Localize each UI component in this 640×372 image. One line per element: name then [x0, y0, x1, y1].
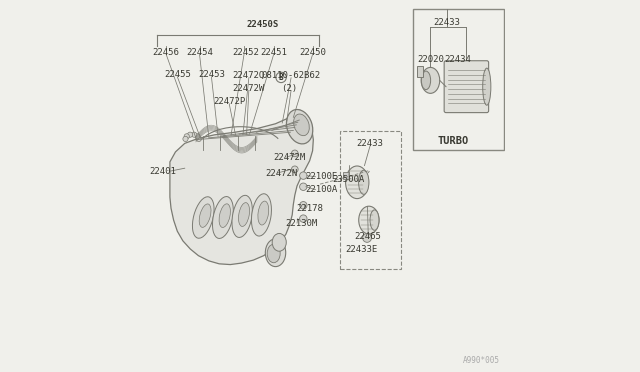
Ellipse shape — [258, 201, 269, 225]
Text: 22455: 22455 — [164, 70, 191, 79]
Ellipse shape — [294, 114, 309, 136]
Circle shape — [183, 137, 188, 141]
Ellipse shape — [193, 197, 214, 238]
Ellipse shape — [267, 244, 280, 263]
Ellipse shape — [346, 166, 369, 199]
Text: 22456: 22456 — [153, 48, 180, 57]
Text: 22130M: 22130M — [285, 219, 317, 228]
Bar — [413, 9, 504, 150]
Text: 22472N: 22472N — [265, 169, 297, 177]
Ellipse shape — [266, 239, 285, 267]
Circle shape — [300, 183, 307, 190]
Circle shape — [195, 134, 200, 139]
Ellipse shape — [239, 203, 250, 227]
Text: 22433: 22433 — [356, 139, 383, 148]
Text: 22465: 22465 — [355, 231, 381, 241]
Circle shape — [300, 172, 307, 179]
Ellipse shape — [370, 210, 379, 230]
Ellipse shape — [219, 204, 230, 228]
Text: TURBO: TURBO — [437, 136, 468, 146]
Ellipse shape — [272, 234, 286, 251]
Circle shape — [188, 132, 193, 137]
Ellipse shape — [232, 195, 252, 237]
Text: 22472P: 22472P — [213, 97, 245, 106]
Text: 22452: 22452 — [232, 48, 259, 57]
Text: 22100E: 22100E — [305, 172, 337, 181]
Ellipse shape — [483, 68, 491, 105]
Text: 22454: 22454 — [186, 48, 213, 57]
Ellipse shape — [252, 194, 271, 236]
Text: 22178: 22178 — [296, 205, 323, 214]
Text: 08110-62B62: 08110-62B62 — [262, 71, 321, 80]
Ellipse shape — [358, 170, 369, 194]
Text: 22453: 22453 — [198, 70, 225, 79]
Text: 22472Q: 22472Q — [233, 71, 265, 80]
Ellipse shape — [287, 109, 313, 144]
Circle shape — [291, 166, 298, 173]
Ellipse shape — [212, 196, 234, 238]
Text: 22472M: 22472M — [273, 153, 306, 161]
Text: B: B — [279, 73, 284, 82]
Circle shape — [363, 234, 371, 242]
Ellipse shape — [421, 71, 431, 90]
Ellipse shape — [359, 206, 379, 234]
Circle shape — [191, 132, 196, 137]
Text: 22451: 22451 — [260, 48, 287, 57]
Text: (2): (2) — [282, 84, 298, 93]
Ellipse shape — [199, 204, 211, 227]
Text: 22100A: 22100A — [305, 185, 337, 194]
Bar — [417, 66, 423, 77]
Circle shape — [184, 134, 189, 139]
Text: A990*005: A990*005 — [463, 356, 500, 365]
Text: 22450: 22450 — [299, 48, 326, 57]
Circle shape — [196, 137, 202, 141]
Circle shape — [291, 150, 298, 157]
Text: 22020: 22020 — [417, 55, 444, 64]
Text: 23500A: 23500A — [333, 175, 365, 184]
FancyBboxPatch shape — [444, 61, 488, 113]
Circle shape — [276, 72, 286, 83]
Polygon shape — [170, 110, 314, 264]
Circle shape — [300, 215, 307, 222]
Text: 22434: 22434 — [445, 55, 472, 64]
Text: 22450S: 22450S — [246, 20, 278, 29]
Bar — [340, 131, 401, 269]
Text: 22401: 22401 — [149, 167, 176, 176]
Bar — [343, 172, 349, 179]
Text: 22472W: 22472W — [233, 84, 265, 93]
Text: 22433: 22433 — [433, 18, 460, 27]
Ellipse shape — [421, 67, 440, 93]
Circle shape — [300, 202, 307, 209]
Text: 22433E: 22433E — [346, 245, 378, 254]
